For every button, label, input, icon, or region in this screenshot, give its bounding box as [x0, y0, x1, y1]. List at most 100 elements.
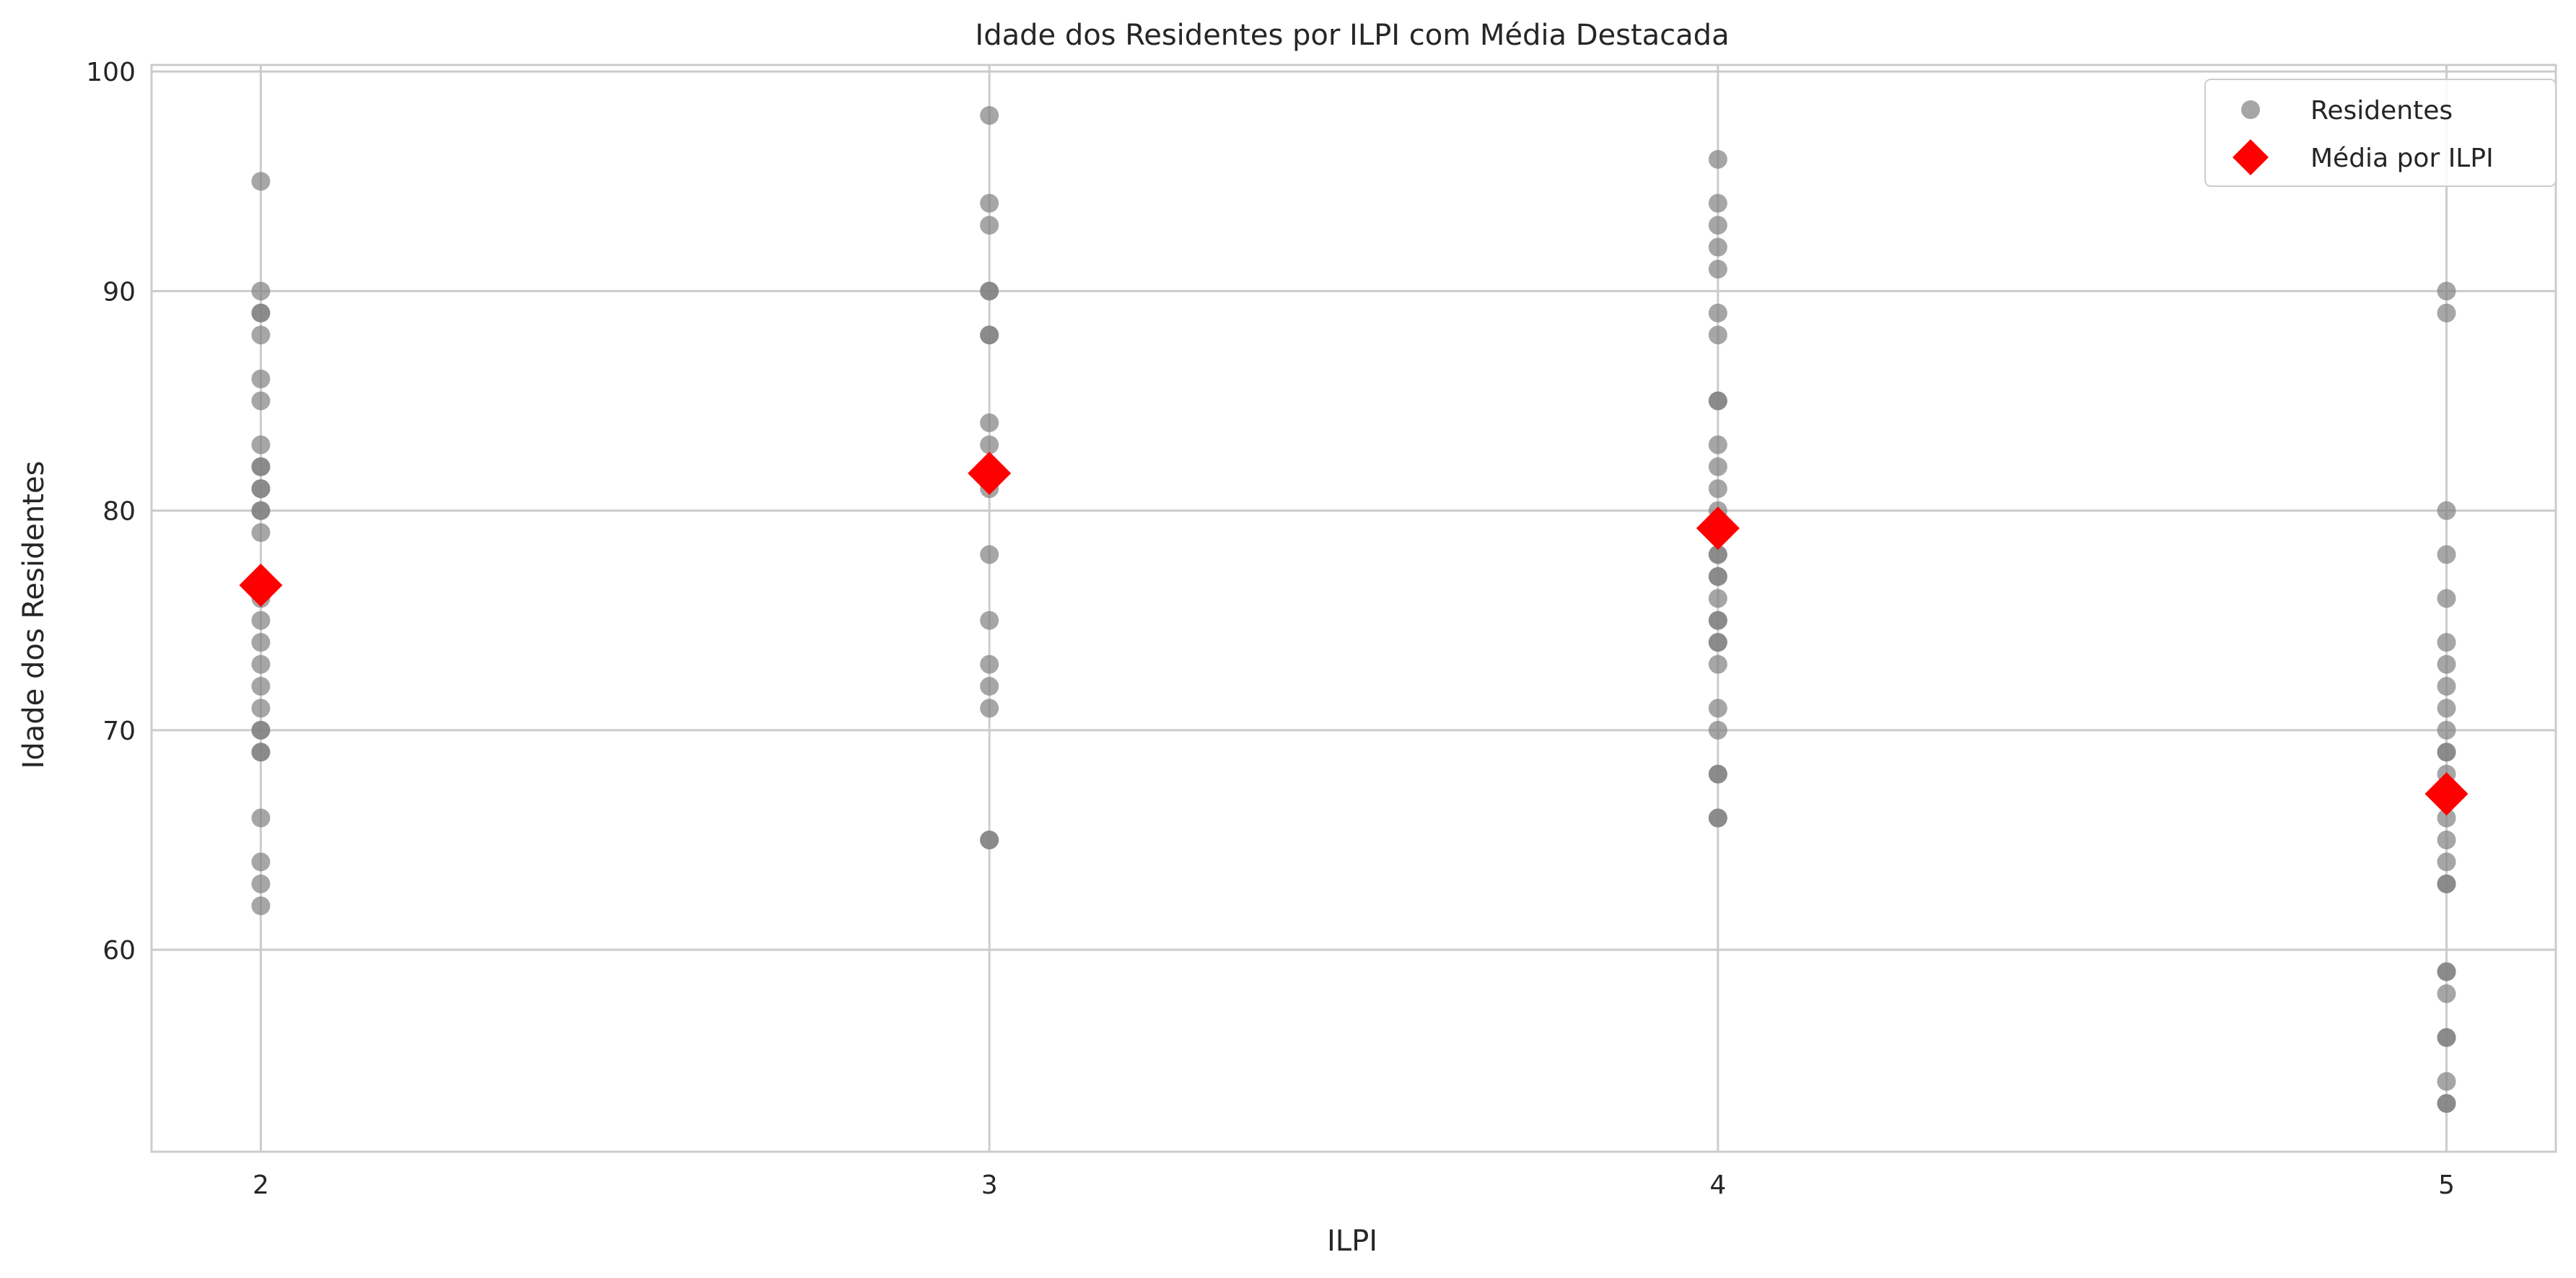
residente-point	[1708, 589, 1727, 608]
residente-point	[980, 193, 999, 213]
residente-point	[251, 852, 271, 872]
residente-point	[1708, 610, 1727, 630]
residente-point	[980, 830, 999, 849]
media-point	[2424, 772, 2468, 816]
residente-point	[251, 655, 271, 674]
residente-point	[980, 677, 999, 696]
legend-label-residentes: Residentes	[2310, 96, 2453, 126]
residente-point	[980, 655, 999, 674]
legend-box	[2204, 79, 2557, 187]
residente-point	[251, 325, 271, 345]
residente-point	[2437, 852, 2456, 872]
y-tick-label: 70	[102, 717, 136, 746]
residente-point	[2437, 743, 2456, 762]
residente-point	[1708, 699, 1727, 718]
residente-point	[1708, 193, 1727, 213]
residente-point	[251, 610, 271, 630]
residente-point	[2437, 1072, 2456, 1091]
residente-point	[980, 545, 999, 564]
residente-point	[1708, 237, 1727, 257]
residente-point	[2437, 303, 2456, 323]
residente-point	[980, 435, 999, 455]
y-tick-label: 100	[86, 58, 136, 87]
residente-point	[2437, 830, 2456, 849]
residente-point	[251, 523, 271, 543]
residente-point	[980, 699, 999, 718]
residente-point	[980, 610, 999, 630]
residente-point	[980, 105, 999, 125]
residente-point	[251, 501, 271, 520]
residente-point	[1708, 720, 1727, 740]
residente-point	[251, 303, 271, 323]
residente-point	[251, 435, 271, 455]
residente-point	[251, 369, 271, 389]
residente-point	[1708, 764, 1727, 784]
y-tick-label: 90	[102, 277, 136, 307]
residente-point	[2437, 808, 2456, 828]
residente-point	[2437, 281, 2456, 301]
x-axis-label: ILPI	[1327, 1225, 1377, 1258]
residente-point	[2437, 633, 2456, 652]
residente-point	[251, 677, 271, 696]
residente-point	[980, 281, 999, 301]
residente-point	[2437, 589, 2456, 608]
media-point	[1696, 506, 1740, 550]
residente-point	[1708, 435, 1727, 455]
residente-point	[251, 633, 271, 652]
residente-point	[2437, 1028, 2456, 1047]
x-tick-label: 3	[981, 1170, 998, 1200]
legend-marker-residentes	[2241, 100, 2260, 119]
residente-point	[1708, 808, 1727, 828]
tick-labels: 2 3 4 5 60 70 80 90 100	[86, 58, 2455, 1200]
data-marks	[239, 105, 2468, 1113]
legend: Residentes Média por ILPI	[2204, 79, 2557, 187]
residente-point	[1708, 457, 1727, 476]
x-tick-label: 2	[253, 1170, 269, 1200]
chart-title: Idade dos Residentes por ILPI com Média …	[975, 19, 1729, 52]
residente-point	[2437, 720, 2456, 740]
residente-point	[1708, 655, 1727, 674]
residente-point	[251, 479, 271, 499]
residente-point	[2437, 699, 2456, 718]
residente-point	[251, 699, 271, 718]
y-tick-label: 60	[102, 936, 136, 966]
x-tick-label: 5	[2438, 1170, 2455, 1200]
residente-point	[1708, 633, 1727, 652]
residente-point	[251, 896, 271, 916]
y-tick-label: 80	[102, 497, 136, 527]
residente-point	[251, 720, 271, 740]
plot-frame	[150, 64, 2557, 1153]
residente-point	[2437, 655, 2456, 674]
residente-point	[2437, 1094, 2456, 1113]
residente-point	[251, 391, 271, 411]
legend-marker-media	[2233, 139, 2269, 175]
residente-point	[251, 457, 271, 476]
media-point	[968, 451, 1012, 495]
residente-point	[1708, 391, 1727, 411]
residente-point	[2437, 874, 2456, 893]
residente-point	[251, 808, 271, 828]
residente-point	[980, 325, 999, 345]
residente-point	[1708, 149, 1727, 169]
residente-point	[251, 172, 271, 191]
residente-point	[1708, 566, 1727, 586]
residente-point	[980, 216, 999, 235]
residente-point	[1708, 259, 1727, 279]
residente-point	[1708, 545, 1727, 564]
residente-point	[251, 743, 271, 762]
legend-label-media: Média por ILPI	[2310, 144, 2494, 173]
residente-point	[251, 874, 271, 893]
residente-point	[2437, 545, 2456, 564]
residente-point	[2437, 501, 2456, 520]
residente-point	[2437, 984, 2456, 1003]
residente-point	[1708, 303, 1727, 323]
residente-point	[980, 413, 999, 432]
media-point	[239, 564, 283, 608]
residente-point	[1708, 479, 1727, 499]
x-tick-label: 4	[1709, 1170, 1726, 1200]
residente-point	[251, 281, 271, 301]
residente-point	[2437, 962, 2456, 981]
y-axis-label: Idade dos Residentes	[17, 461, 51, 769]
